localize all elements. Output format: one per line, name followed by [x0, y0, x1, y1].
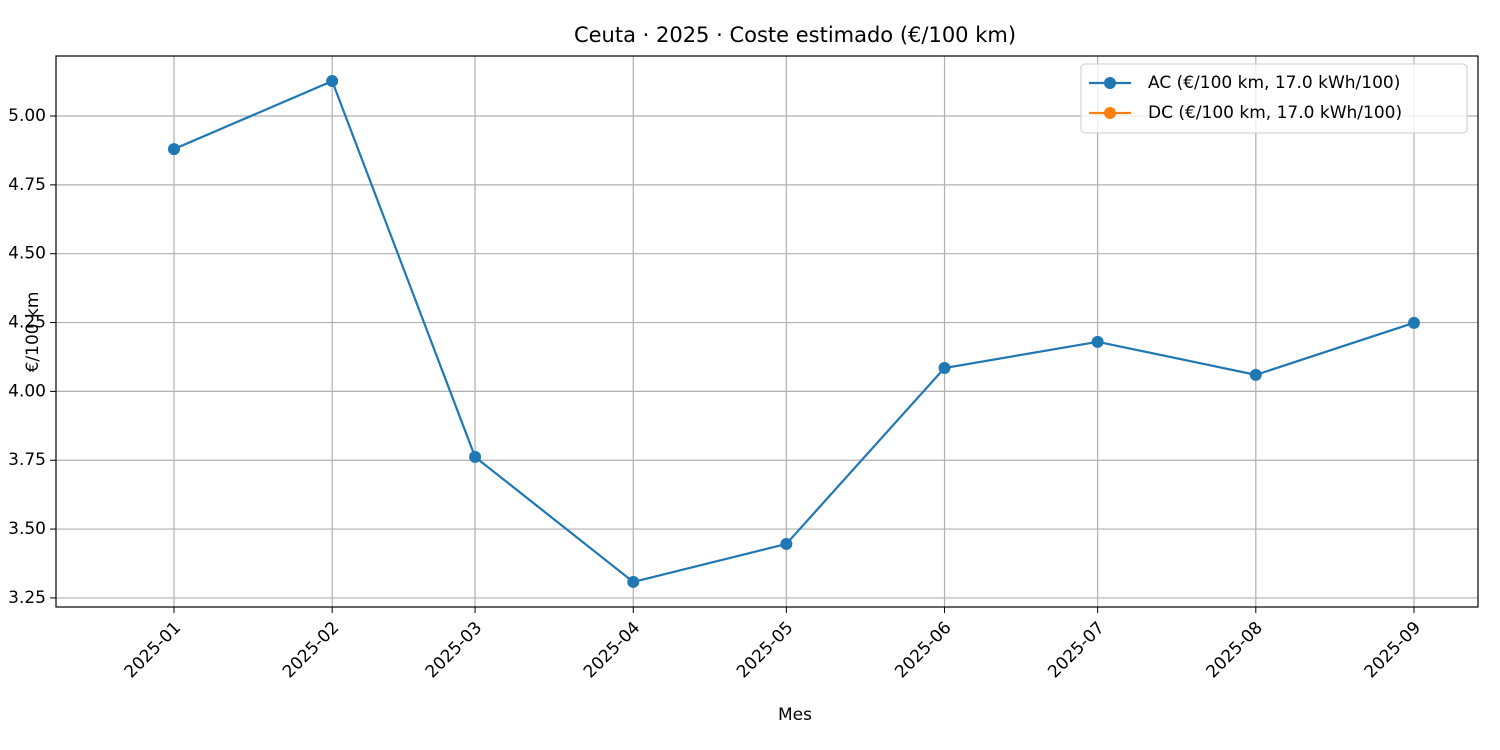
point [938, 361, 951, 374]
legend-label: AC (€/100 km, 17.0 kWh/100) [1148, 73, 1400, 93]
point [469, 450, 482, 463]
y-tick-label: 4.75 [8, 175, 46, 195]
point [1408, 316, 1420, 329]
legend-marker [1104, 77, 1116, 89]
y-tick-label: 5.00 [8, 106, 46, 126]
y-tick-label: 4.50 [8, 244, 46, 264]
legend-label: DC (€/100 km, 17.0 kWh/100) [1148, 103, 1402, 123]
point [780, 537, 793, 550]
point [1091, 335, 1104, 348]
y-tick-label: 3.50 [8, 519, 46, 539]
y-tick-label: 3.75 [8, 450, 46, 470]
point [168, 143, 180, 156]
y-tick-label: 4.25 [8, 313, 46, 333]
y-axis-label: €/100 km [23, 292, 43, 373]
legend-box [1080, 63, 1468, 134]
plot-frame [55, 55, 1479, 608]
point [326, 75, 339, 88]
point [1249, 368, 1262, 381]
y-tick-label: 4.00 [8, 381, 46, 401]
x-axis-label: Mes [778, 705, 812, 725]
point [627, 575, 640, 588]
chart-title: Ceuta · 2025 · Coste estimado (€/100 km) [574, 23, 1016, 47]
legend-marker [1104, 107, 1116, 119]
y-tick-label: 3.25 [8, 588, 46, 608]
